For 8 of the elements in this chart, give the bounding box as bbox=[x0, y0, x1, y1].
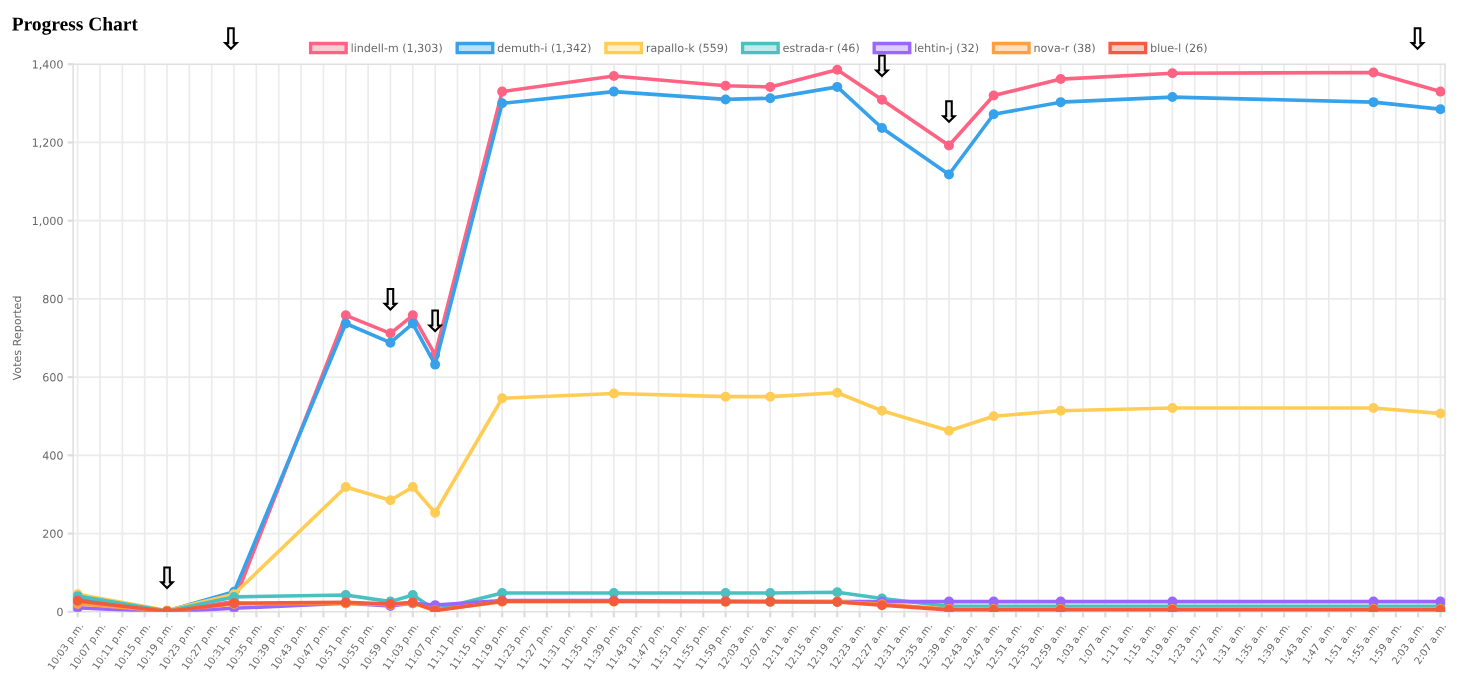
annotation: ⇩ bbox=[382, 288, 399, 312]
annotation: ⇩ bbox=[940, 100, 958, 124]
annotation: ⇩ bbox=[158, 566, 176, 590]
chart-title: Progress Chart bbox=[12, 16, 138, 35]
annotation: ⇩ bbox=[873, 54, 891, 78]
text: ⇩ bbox=[1409, 27, 1426, 51]
annotation: ⇩ bbox=[426, 309, 444, 333]
text: ⇩ bbox=[222, 27, 240, 51]
